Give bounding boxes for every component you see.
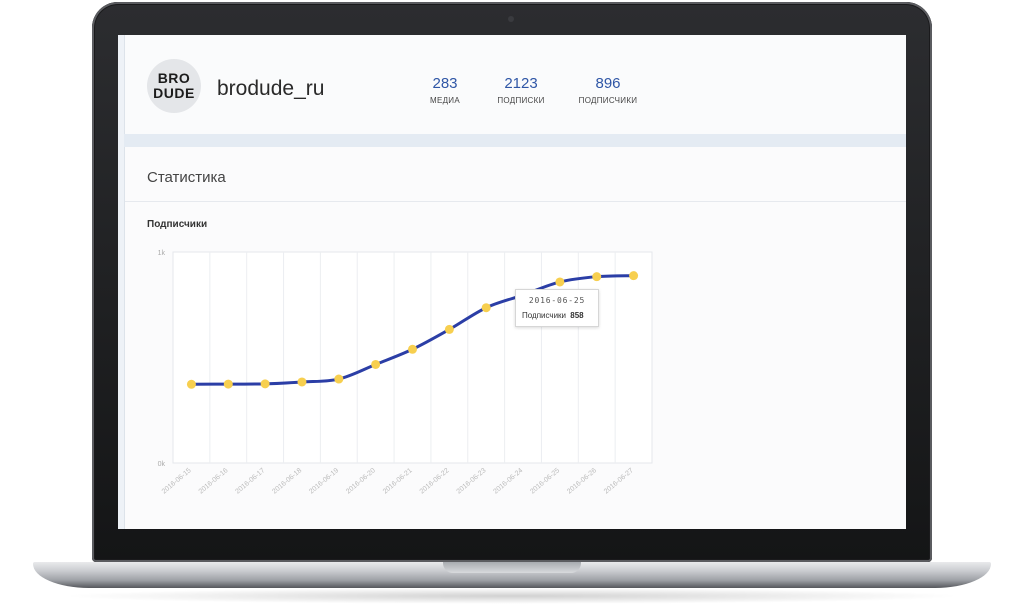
data-point [260, 379, 270, 389]
x-tick-label: 2016-06-22 [419, 467, 451, 495]
section-separator [124, 134, 906, 147]
data-point [334, 374, 344, 384]
stat-media-label: МЕДИА [429, 96, 460, 105]
avatar-line-2: DUDE [153, 85, 195, 101]
stat-following-value: 2123 [504, 75, 538, 92]
stat-followers-label: ПОДПИСЧИКИ [578, 96, 638, 105]
laptop-base [33, 562, 991, 588]
x-tick-label: 2016-06-15 [161, 467, 193, 495]
profile-card: BRO DUDE brodude_ru 283 МЕДИА 2123 ПОДПИ… [124, 35, 906, 134]
laptop-notch [443, 562, 581, 573]
x-tick-label: 2016-06-23 [456, 467, 488, 495]
y-tick-label: 0k [158, 461, 166, 468]
stat-following-label: ПОДПИСКИ [497, 96, 545, 105]
stat-followers[interactable]: 896 ПОДПИСЧИКИ [568, 75, 648, 105]
x-tick-label: 2016-06-24 [492, 467, 524, 495]
panel-title: Статистика [147, 169, 226, 186]
data-point [223, 379, 233, 389]
username[interactable]: brodude_ru [217, 77, 325, 100]
chart-tooltip: 2016-06-25 Подписчики 858 [515, 289, 599, 327]
chart-grid [172, 251, 653, 464]
x-tick-label: 2016-06-21 [382, 467, 414, 495]
screen: BRO DUDE brodude_ru 283 МЕДИА 2123 ПОДПИ… [118, 35, 906, 529]
tooltip-value: 858 [570, 311, 584, 320]
x-tick-label: 2016-06-20 [345, 467, 377, 495]
x-tick-label: 2016-06-19 [308, 467, 340, 495]
tooltip-row: Подписчики 858 [522, 311, 584, 320]
data-point [444, 324, 454, 334]
laptop-lid: BRO DUDE brodude_ru 283 МЕДИА 2123 ПОДПИ… [92, 2, 932, 562]
y-tick-label: 1k [158, 250, 166, 257]
stat-media-value: 283 [432, 75, 458, 92]
avatar-line-1: BRO [157, 70, 191, 86]
plot-area [172, 251, 653, 464]
data-point [186, 379, 196, 389]
x-tick-label: 2016-06-16 [198, 467, 230, 495]
data-point [629, 271, 639, 281]
x-tick-label: 2016-06-27 [603, 467, 635, 495]
x-tick-label: 2016-06-17 [234, 467, 266, 495]
statistics-panel: Статистика Подписчики 0k 1k 2016-06-15 201… [124, 147, 906, 529]
chart-title: Подписчики [147, 219, 208, 230]
data-point [481, 303, 491, 313]
x-tick-label: 2016-06-25 [529, 467, 561, 495]
data-point [297, 377, 307, 387]
tooltip-label: Подписчики [522, 311, 567, 320]
x-tick-label: 2016-06-26 [566, 467, 598, 495]
panel-divider [125, 201, 906, 202]
y-axis: 0k 1k [158, 250, 166, 468]
stat-followers-value: 896 [595, 75, 621, 92]
avatar[interactable]: BRO DUDE [147, 59, 201, 113]
data-point [592, 272, 602, 282]
data-point [371, 359, 381, 369]
stat-following[interactable]: 2123 ПОДПИСКИ [481, 75, 561, 105]
stat-media[interactable]: 283 МЕДИА [405, 75, 485, 105]
x-tick-label: 2016-06-18 [271, 467, 303, 495]
tooltip-date: 2016-06-25 [528, 296, 586, 305]
x-axis: 2016-06-15 2016-06-16 2016-06-17 2016-06-18… [161, 467, 635, 495]
data-point [408, 344, 417, 354]
camera-icon [508, 16, 514, 22]
laptop-shadow [60, 588, 964, 604]
data-point [555, 277, 565, 287]
